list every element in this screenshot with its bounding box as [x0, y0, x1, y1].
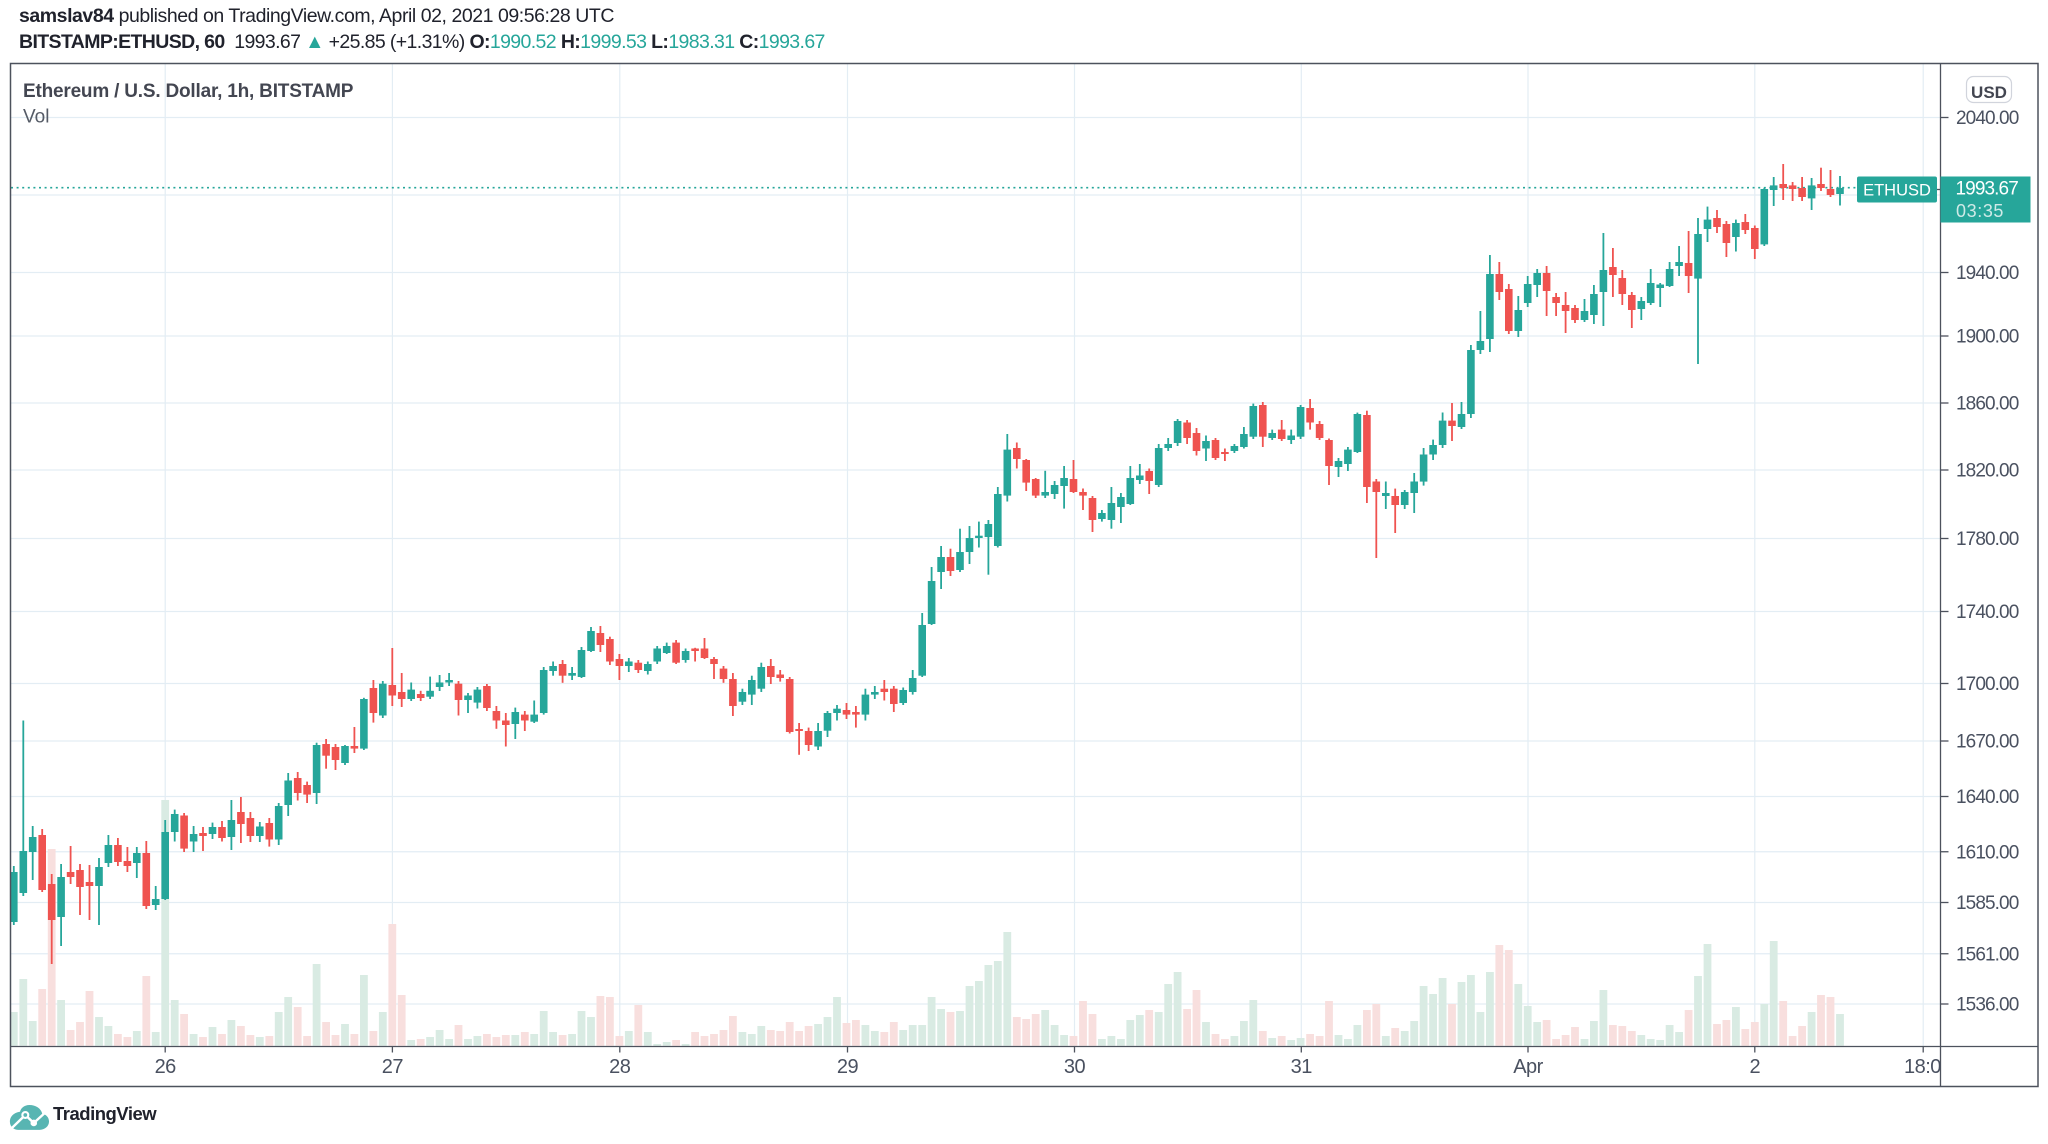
svg-text:ETHUSD: ETHUSD	[1863, 182, 1931, 200]
svg-text:1860.00: 1860.00	[1956, 394, 2019, 415]
svg-text:29: 29	[837, 1056, 859, 1078]
svg-text:1820.00: 1820.00	[1956, 461, 2019, 482]
svg-text:2040.00: 2040.00	[1956, 108, 2019, 129]
svg-text:27: 27	[382, 1056, 404, 1078]
svg-text:30: 30	[1064, 1056, 1086, 1078]
svg-text:1740.00: 1740.00	[1956, 602, 2019, 623]
svg-text:1561.00: 1561.00	[1956, 945, 2019, 966]
svg-text:1940.00: 1940.00	[1956, 263, 2019, 284]
svg-text:31: 31	[1291, 1056, 1313, 1078]
svg-text:1536.00: 1536.00	[1956, 995, 2019, 1016]
svg-text:26: 26	[155, 1056, 177, 1078]
svg-text:Apr: Apr	[1513, 1056, 1543, 1078]
svg-text:1670.00: 1670.00	[1956, 732, 2019, 753]
svg-text:28: 28	[609, 1056, 631, 1078]
svg-text:Ethereum / U.S. Dollar, 1h, BI: Ethereum / U.S. Dollar, 1h, BITSTAMP	[23, 81, 354, 102]
svg-text:USD: USD	[1971, 83, 2007, 102]
svg-text:1640.00: 1640.00	[1956, 787, 2019, 808]
svg-text:2: 2	[1749, 1056, 1760, 1078]
svg-text:1993.67: 1993.67	[1956, 179, 2019, 200]
svg-text:1585.00: 1585.00	[1956, 893, 2019, 914]
svg-text:1780.00: 1780.00	[1956, 529, 2019, 550]
svg-text:03:35: 03:35	[1956, 201, 2004, 221]
svg-text:18:0: 18:0	[1904, 1056, 1941, 1078]
svg-text:Vol: Vol	[23, 107, 49, 128]
svg-text:1900.00: 1900.00	[1956, 327, 2019, 348]
svg-text:1610.00: 1610.00	[1956, 843, 2019, 864]
svg-text:1700.00: 1700.00	[1956, 674, 2019, 695]
